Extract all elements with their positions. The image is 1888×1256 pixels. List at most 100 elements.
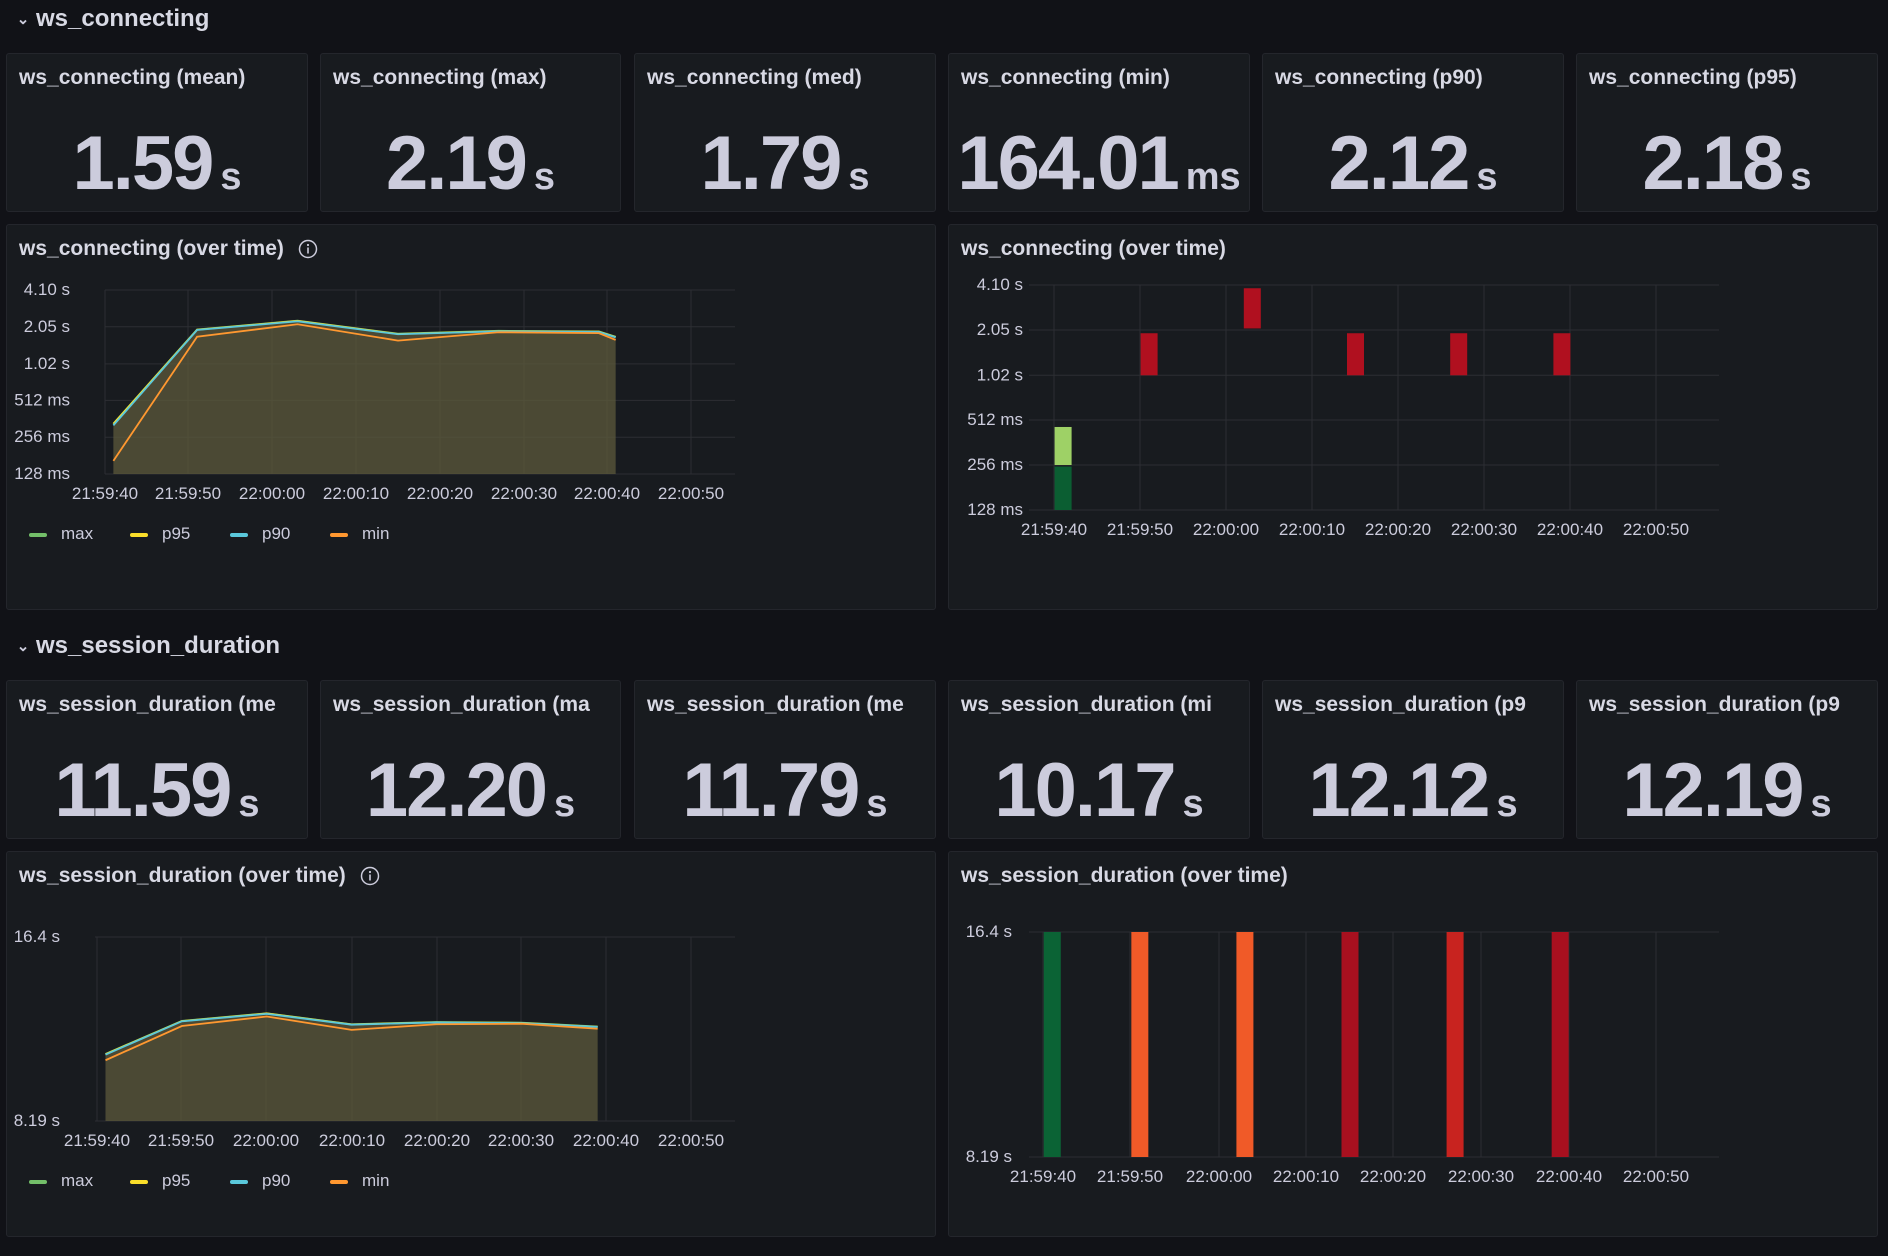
heatmap-cell <box>1243 288 1261 329</box>
panel-title: ws_connecting (over time) <box>19 237 284 260</box>
heatmap-cell <box>1551 932 1569 1157</box>
stat-value: 12.19 s <box>1622 748 1832 833</box>
y-tick-label: 128 ms <box>967 500 1023 519</box>
heatmap-panel[interactable]: ws_session_duration (over time) 16.4 s 8.… <box>948 851 1878 1237</box>
x-tick-label: 22:00:00 <box>239 484 305 503</box>
x-tick-label: 22:00:20 <box>407 484 473 503</box>
x-tick-label: 22:00:40 <box>573 1131 639 1150</box>
x-tick-label: 21:59:40 <box>72 484 138 503</box>
x-tick-label: 22:00:00 <box>233 1131 299 1150</box>
legend-swatch-p95 <box>130 533 148 537</box>
panel-title: ws_connecting (mean) <box>19 66 246 89</box>
stat-panel[interactable]: ws_connecting (min) 164.01 ms <box>948 53 1250 212</box>
heatmap-cell <box>1446 932 1464 1157</box>
row-title: ws_session_duration <box>36 632 281 659</box>
y-tick-label: 256 ms <box>967 455 1023 474</box>
stat-panel[interactable]: ws_connecting (max) 2.19 s <box>320 53 621 212</box>
x-tick-label: 22:00:30 <box>1451 520 1517 539</box>
timeseries-panel[interactable]: ws_connecting (over time) 4.10 s 2.05 s 1.… <box>6 224 936 610</box>
chevron-down-icon: ⌄ <box>16 11 30 28</box>
x-tick-label: 21:59:50 <box>155 484 221 503</box>
legend-label-p95: p95 <box>162 1171 190 1190</box>
legend-label-p95: p95 <box>162 524 190 543</box>
stat-panel[interactable]: ws_connecting (med) 1.79 s <box>634 53 936 212</box>
chevron-down-icon: ⌄ <box>16 638 30 655</box>
stat-value: 10.17 s <box>994 748 1204 833</box>
y-tick-label: 4.10 s <box>977 275 1023 294</box>
legend-label-p90: p90 <box>262 524 290 543</box>
info-icon[interactable] <box>298 239 318 259</box>
x-tick-label: 22:00:50 <box>1623 520 1689 539</box>
x-tick-label: 22:00:10 <box>323 484 389 503</box>
x-tick-label: 21:59:40 <box>1010 1167 1076 1186</box>
timeseries-panel[interactable]: ws_session_duration (over time) 16.4 s 8.… <box>6 851 936 1237</box>
panel-title: ws_session_duration (over time) <box>19 864 346 887</box>
heatmap-cell <box>1236 932 1254 1157</box>
stat-value: 11.59 s <box>54 748 260 833</box>
series-line-min <box>112 323 616 462</box>
y-tick-label: 128 ms <box>14 464 70 483</box>
x-tick-label: 22:00:40 <box>1537 520 1603 539</box>
heatmap-cell <box>1131 932 1149 1157</box>
y-tick-label: 8.19 s <box>14 1111 60 1130</box>
x-tick-label: 21:59:50 <box>1097 1167 1163 1186</box>
stat-value: 11.79 s <box>682 748 888 833</box>
stat-panel[interactable]: ws_session_duration (me 11.59 s <box>6 680 308 839</box>
info-icon[interactable] <box>360 866 380 886</box>
stat-panel[interactable]: ws_session_duration (p9 12.19 s <box>1576 680 1878 839</box>
row-toggle-ws-connecting[interactable]: ⌄ ws_connecting <box>16 1 210 37</box>
panel-title: ws_session_duration (me <box>19 693 276 716</box>
y-tick-label: 512 ms <box>967 410 1023 429</box>
legend-swatch-p90 <box>230 1180 248 1184</box>
x-tick-label: 22:00:30 <box>488 1131 554 1150</box>
x-tick-label: 21:59:40 <box>1021 520 1087 539</box>
stat-panel[interactable]: ws_session_duration (me 11.79 s <box>634 680 936 839</box>
y-tick-label: 512 ms <box>14 390 70 409</box>
area-fill <box>105 1013 598 1121</box>
x-tick-label: 22:00:10 <box>1273 1167 1339 1186</box>
series-line-min <box>105 1015 598 1062</box>
row-toggle-ws-session-duration[interactable]: ⌄ ws_session_duration <box>16 628 280 664</box>
x-tick-label: 22:00:20 <box>1360 1167 1426 1186</box>
y-tick-label: 256 ms <box>14 427 70 446</box>
x-tick-label: 21:59:50 <box>148 1131 214 1150</box>
stat-panel[interactable]: ws_connecting (p90) 2.12 s <box>1262 53 1564 212</box>
panel-title: ws_connecting (p90) <box>1275 66 1483 89</box>
y-tick-label: 8.19 s <box>966 1147 1012 1166</box>
legend-swatch-p95 <box>130 1180 148 1184</box>
stat-value: 1.59 s <box>72 121 242 206</box>
stat-panel[interactable]: ws_session_duration (p9 12.12 s <box>1262 680 1564 839</box>
x-tick-label: 21:59:50 <box>1107 520 1173 539</box>
panel-title: ws_connecting (over time) <box>961 237 1226 260</box>
heatmap-cell <box>1054 466 1072 510</box>
x-tick-label: 22:00:20 <box>404 1131 470 1150</box>
panel-title: ws_session_duration (mi <box>961 693 1212 716</box>
heatmap-panel[interactable]: ws_connecting (over time) 4.10 s 2.05 s 1.… <box>948 224 1878 610</box>
legend-swatch-max <box>29 533 47 537</box>
stat-panel[interactable]: ws_session_duration (mi 10.17 s <box>948 680 1250 839</box>
x-tick-label: 22:00:30 <box>491 484 557 503</box>
panel-title: ws_connecting (max) <box>333 66 547 89</box>
x-tick-label: 22:00:00 <box>1193 520 1259 539</box>
stat-value: 12.20 s <box>365 748 576 833</box>
y-tick-label: 4.10 s <box>24 280 70 299</box>
x-tick-label: 21:59:40 <box>64 1131 130 1150</box>
heatmap-cell <box>1140 333 1158 376</box>
stat-panel[interactable]: ws_connecting (mean) 1.59 s <box>6 53 308 212</box>
y-tick-label: 16.4 s <box>966 922 1012 941</box>
series-line-p90 <box>112 320 616 426</box>
stat-panel[interactable]: ws_session_duration (ma 12.20 s <box>320 680 621 839</box>
panel-title: ws_connecting (p95) <box>1589 66 1797 89</box>
legend-label-max: max <box>61 1171 94 1190</box>
area-fill <box>113 320 616 474</box>
y-tick-label: 2.05 s <box>977 320 1023 339</box>
stat-panel[interactable]: ws_connecting (p95) 2.18 s <box>1576 53 1878 212</box>
panel-title: ws_session_duration (me <box>647 693 904 716</box>
legend-swatch-min <box>330 533 348 537</box>
legend-label-max: max <box>61 524 94 543</box>
legend-label-min: min <box>362 1171 389 1190</box>
x-tick-label: 22:00:00 <box>1186 1167 1252 1186</box>
y-tick-label: 1.02 s <box>24 354 70 373</box>
